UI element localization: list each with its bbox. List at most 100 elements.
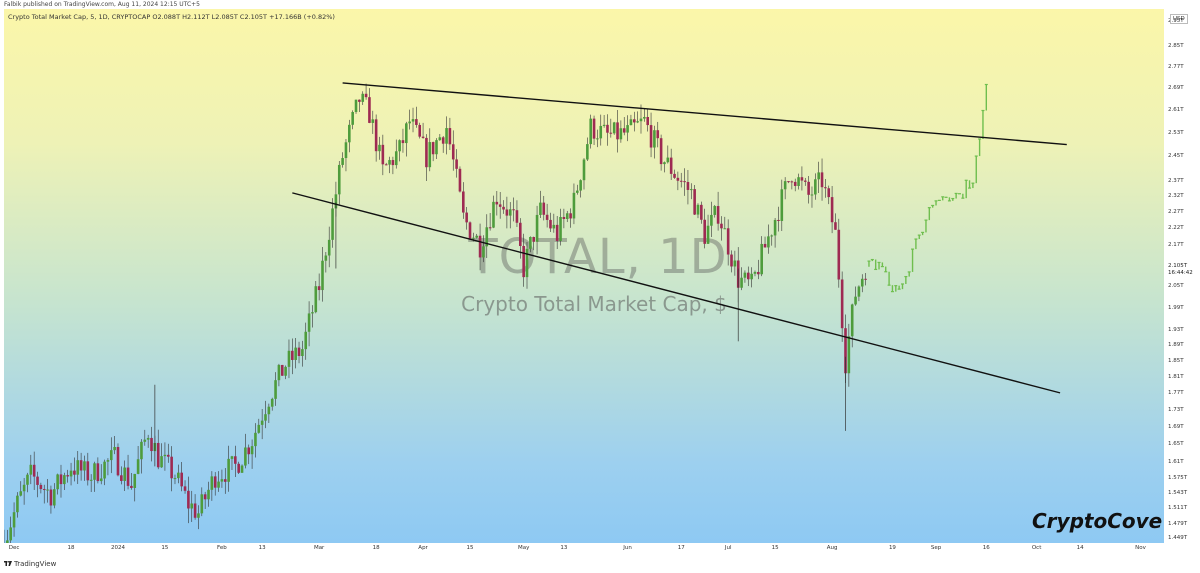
time-tick-label: Apr — [418, 545, 428, 551]
candle — [42, 489, 46, 491]
candle — [529, 236, 532, 249]
candle — [187, 490, 190, 509]
candle — [280, 364, 284, 376]
candle — [646, 116, 649, 126]
published-text: Falbik published on TradingView.com, Aug… — [4, 1, 200, 8]
candle — [465, 212, 468, 223]
price-tick-label: 2.27T — [1168, 208, 1184, 215]
candle — [16, 495, 19, 513]
candle — [612, 122, 616, 134]
candle — [592, 118, 596, 139]
candle — [344, 142, 348, 159]
candle — [562, 216, 566, 219]
candle — [431, 142, 435, 155]
candle — [542, 202, 546, 215]
price-tick-label: 1.89T — [1168, 342, 1184, 349]
candle — [713, 206, 717, 215]
candle — [572, 192, 576, 219]
candle — [223, 479, 227, 482]
time-axis[interactable]: Dec 18 2024 15 Feb 13 Mar 18 Apr 15 May 13 Jun 17 Jul 1… — [4, 543, 1164, 555]
candle — [565, 213, 569, 219]
candle — [163, 454, 167, 457]
candle — [800, 177, 804, 181]
candle — [495, 201, 499, 205]
candle — [653, 130, 656, 148]
candle — [334, 194, 338, 209]
price-tick-label: 2.05T — [1168, 283, 1184, 290]
candle — [488, 227, 492, 229]
candle — [79, 460, 83, 471]
time-tick-label: 15 — [466, 545, 474, 551]
publish-bar: Falbik published on TradingView.com, Aug… — [0, 0, 1200, 9]
candle — [378, 144, 381, 152]
time-tick-label: 19 — [888, 545, 896, 551]
candle — [753, 271, 757, 274]
candle — [311, 312, 314, 314]
candle — [133, 473, 137, 488]
candle — [596, 138, 599, 140]
candle — [317, 286, 321, 291]
price-tick-label: 2.45T — [1168, 153, 1184, 160]
candle — [207, 489, 210, 500]
candle — [210, 476, 214, 490]
candle — [733, 260, 737, 267]
candle — [277, 364, 281, 381]
candle — [743, 272, 747, 278]
candle — [575, 190, 579, 193]
candle — [388, 160, 391, 165]
candle — [746, 272, 750, 280]
candle — [693, 189, 696, 215]
candle — [616, 122, 619, 140]
candle — [32, 464, 36, 477]
candle — [435, 140, 438, 155]
candle — [492, 201, 495, 228]
candle — [569, 213, 572, 219]
candle — [126, 467, 130, 486]
price-tick-label: 1.69T — [1168, 423, 1184, 430]
candle — [609, 132, 613, 134]
candle — [59, 474, 63, 485]
candle — [525, 248, 529, 278]
candle — [314, 286, 318, 313]
candle — [341, 158, 344, 165]
candle — [240, 465, 244, 473]
candle — [448, 128, 452, 145]
current-price-tag: 2.105T 16:44:42 — [1164, 261, 1195, 278]
currency-label[interactable]: USD — [1170, 14, 1188, 24]
candle — [297, 347, 301, 356]
candle — [254, 432, 257, 447]
candle — [180, 472, 183, 487]
candle — [834, 222, 837, 230]
candle — [807, 181, 810, 195]
candle — [535, 214, 539, 242]
candle — [391, 160, 395, 166]
candle — [22, 484, 26, 492]
candle — [522, 245, 525, 278]
candle — [351, 112, 354, 125]
candle — [720, 223, 723, 229]
candle — [63, 475, 66, 485]
price-tick-label: 1.449T — [1168, 535, 1188, 542]
time-tick-label: 13 — [258, 545, 266, 551]
candle — [689, 189, 693, 191]
candle — [780, 189, 784, 221]
price-tick-label: 1.61T — [1168, 458, 1184, 465]
time-tick-label: Oct — [1031, 545, 1042, 551]
candle — [458, 168, 462, 192]
price-tick-label: 2.77T — [1168, 64, 1184, 71]
chart-plot-area[interactable]: TOTAL, 1D Crypto Total Market Cap, $ Cry… — [4, 9, 1164, 543]
candle — [217, 481, 220, 488]
candle — [599, 125, 603, 139]
time-tick-label: Dec — [8, 545, 20, 551]
candle — [716, 206, 720, 224]
candle — [438, 137, 442, 141]
candle — [830, 197, 834, 223]
candle — [56, 474, 59, 490]
candle — [468, 222, 472, 239]
candle — [659, 138, 663, 165]
candle — [384, 164, 388, 166]
price-tick-label: 2.95T — [1168, 18, 1184, 25]
price-tick-label: 1.65T — [1168, 440, 1184, 447]
candle — [267, 406, 271, 415]
price-chart[interactable] — [4, 9, 1164, 543]
